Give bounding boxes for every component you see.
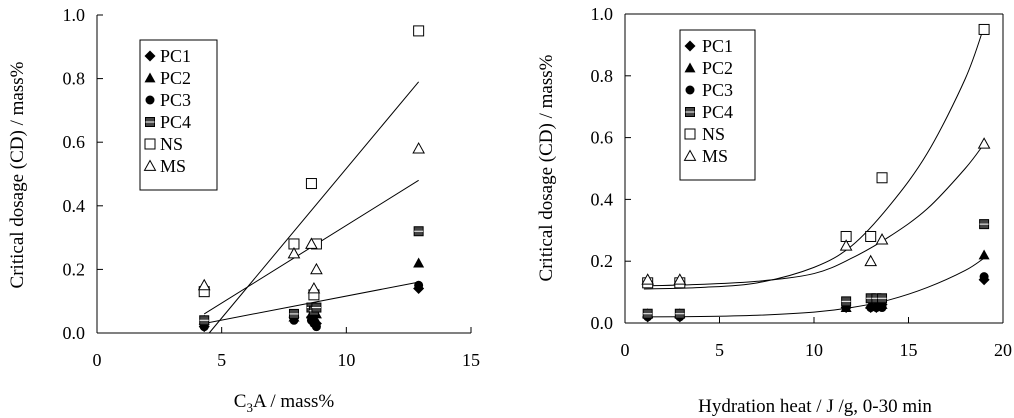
data-point-ns: [305, 178, 317, 190]
trend-curve: [643, 26, 985, 290]
legend-marker-pc2: [684, 62, 696, 73]
legend-label-pc4: PC4: [702, 102, 733, 122]
data-point-pc3: [414, 280, 424, 290]
data-points-right: [641, 23, 991, 323]
legend-label-pc2: PC2: [702, 58, 733, 78]
data-point-ms: [305, 237, 318, 249]
data-point-ns: [978, 23, 990, 35]
legend-label-pc2: PC2: [160, 68, 191, 88]
data-point-pc4: [288, 308, 299, 319]
legend-marker-pc2: [144, 72, 156, 83]
data-point-pc2: [978, 249, 990, 260]
data-point-pc2: [413, 257, 425, 268]
data-point-ms: [864, 254, 878, 267]
data-point-ms: [875, 233, 889, 245]
y-tick-label: 0.2: [591, 251, 614, 271]
data-point-pc4: [413, 226, 424, 237]
data-point-ms: [310, 262, 323, 275]
data-point-ns: [876, 172, 888, 184]
data-point-pc4: [674, 308, 685, 319]
y-axis-label-right: Critical dosage (CD) / mass%: [536, 54, 557, 281]
legend-marker-ms: [683, 149, 697, 161]
legend-marker-ns: [684, 128, 696, 140]
data-point-ms: [412, 142, 425, 154]
data-point-pc4: [642, 308, 653, 319]
legend-marker-pc1: [144, 50, 156, 62]
y-tick-label: 1.0: [591, 4, 614, 24]
trend-line: [208, 81, 420, 334]
y-tick-label: 0.4: [591, 189, 614, 209]
ticks-left: 0 5 10 15 0.0 0.2 0.4 0.6 0.8 1.0: [63, 5, 481, 370]
data-point-ns: [413, 25, 425, 37]
x-tick-label: 15: [900, 340, 918, 360]
data-point-ms: [673, 273, 687, 285]
x-tick-label: 5: [217, 350, 226, 370]
data-points-left: [197, 25, 425, 333]
legend-label-pc1: PC1: [702, 36, 733, 56]
data-point-ms: [839, 239, 853, 251]
legend-label-pc4: PC4: [160, 112, 191, 132]
fit-curves-right: [643, 26, 985, 318]
data-point-ms: [197, 278, 211, 291]
x-tick-label: 10: [805, 340, 823, 360]
x-tick-label: 0: [93, 350, 102, 370]
y-tick-label: 0.0: [63, 323, 86, 343]
x-tick-label: 10: [337, 350, 355, 370]
legend-marker-pc4: [685, 107, 695, 117]
y-tick-label: 0.0: [591, 313, 614, 333]
y-tick-label: 0.4: [63, 196, 86, 216]
legend-label-pc3: PC3: [160, 90, 191, 110]
x-tick-label: 15: [462, 350, 480, 370]
data-point-ms: [307, 281, 321, 294]
x-tick-label: 5: [715, 340, 724, 360]
legend-marker-pc4: [145, 117, 155, 127]
legend-label-pc3: PC3: [702, 80, 733, 100]
y-tick-label: 0.8: [63, 69, 86, 89]
data-point-pc4: [979, 219, 990, 230]
legend-marker-pc3: [685, 85, 695, 95]
legend-label-ms: MS: [160, 156, 186, 176]
y-tick-label: 0.6: [63, 132, 86, 152]
legend-label-ns: NS: [160, 134, 183, 154]
x-tick-label: 20: [994, 340, 1012, 360]
trend-curve: [643, 143, 985, 287]
trend-curve: [643, 257, 985, 318]
x-axis-label-right: Hydration heat / J /g, 0-30 min: [698, 396, 932, 417]
data-point-ms: [287, 246, 301, 259]
y-tick-label: 0.2: [63, 259, 86, 279]
y-tick-label: 1.0: [63, 5, 86, 25]
chart-left: C3A / mass% Critical dosage (CD) / mass%…: [7, 5, 480, 415]
data-point-ns: [865, 230, 877, 242]
legend-label-pc1: PC1: [160, 46, 191, 66]
data-point-pc4: [311, 302, 322, 313]
data-point-pc3: [979, 272, 989, 282]
data-point-pc4: [841, 296, 852, 307]
x-axis-label-left: C3A / mass%: [234, 391, 335, 415]
y-axis-label-left: Critical dosage (CD) / mass%: [7, 61, 28, 288]
legend-marker-ns: [144, 138, 156, 150]
legend-label-ns: NS: [702, 124, 725, 144]
ticks-right: 0 5 10 15 20 0.0 0.2 0.4 0.6 0.8 1.0: [591, 4, 1013, 360]
y-tick-label: 0.6: [591, 128, 614, 148]
data-point-pc3: [877, 303, 887, 313]
x-tick-label: 0: [621, 340, 630, 360]
legend-marker-ms: [143, 159, 157, 171]
data-point-pc4: [199, 315, 210, 326]
legend-marker-pc3: [145, 95, 155, 105]
chart-right: Hydration heat / J /g, 0-30 min Critical…: [536, 4, 1012, 417]
legend-marker-pc1: [684, 40, 696, 52]
data-point-ms: [641, 273, 655, 285]
data-point-pc3: [311, 322, 321, 332]
y-tick-label: 0.8: [591, 66, 614, 86]
data-point-pc4: [877, 293, 888, 304]
data-point-ms: [977, 137, 991, 149]
legend-label-ms: MS: [702, 146, 728, 166]
